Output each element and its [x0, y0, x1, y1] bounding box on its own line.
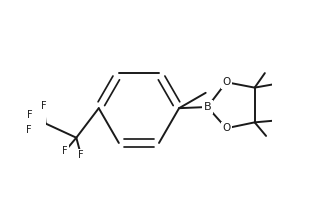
Text: O: O	[222, 123, 231, 133]
Text: F: F	[41, 101, 47, 111]
Text: F: F	[62, 146, 68, 156]
Text: F: F	[26, 125, 32, 135]
Text: F: F	[78, 150, 84, 160]
Text: O: O	[222, 77, 231, 87]
Text: F: F	[27, 110, 33, 120]
Text: B: B	[204, 102, 211, 112]
